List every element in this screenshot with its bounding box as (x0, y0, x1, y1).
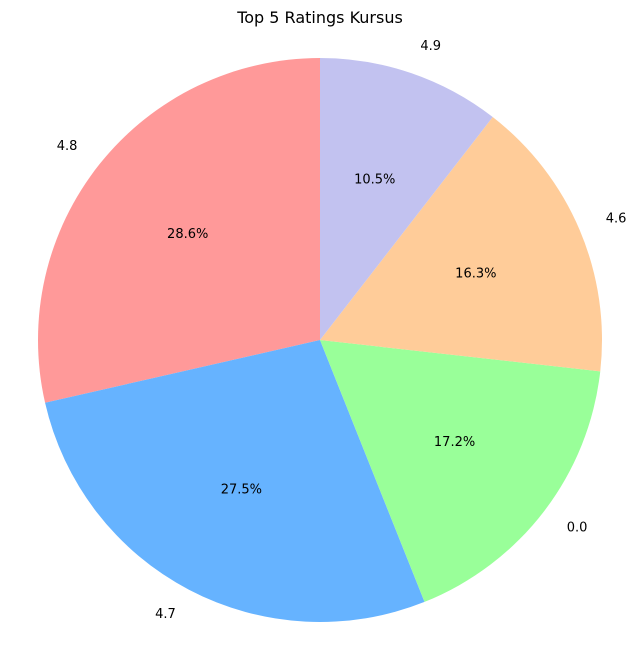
category-label: 4.8 (57, 139, 78, 154)
percent-label: 16.3% (455, 267, 496, 282)
percent-label: 10.5% (354, 172, 395, 187)
pie-slice-4.9 (320, 57, 493, 340)
pie-slice-4.7 (45, 340, 425, 622)
pie-labels: 4.8 28.6% 4.7 27.5% 0.0 17.2% 4.6 16.3% 4.9 10.5% (57, 39, 627, 622)
chart-title: Top 5 Ratings Kursus (237, 8, 403, 27)
category-label: 0.0 (567, 521, 588, 536)
pie-slice-4.6 (320, 117, 602, 372)
pie-slices (37, 57, 602, 622)
category-label: 4.7 (155, 607, 176, 622)
percent-label: 28.6% (167, 227, 208, 242)
percent-label: 27.5% (221, 482, 262, 497)
pie-slice-4.8 (37, 58, 320, 403)
category-label: 4.6 (606, 212, 627, 227)
pie-slice-0.0 (320, 340, 601, 602)
category-label: 4.9 (420, 39, 441, 54)
percent-label: 17.2% (434, 435, 475, 450)
